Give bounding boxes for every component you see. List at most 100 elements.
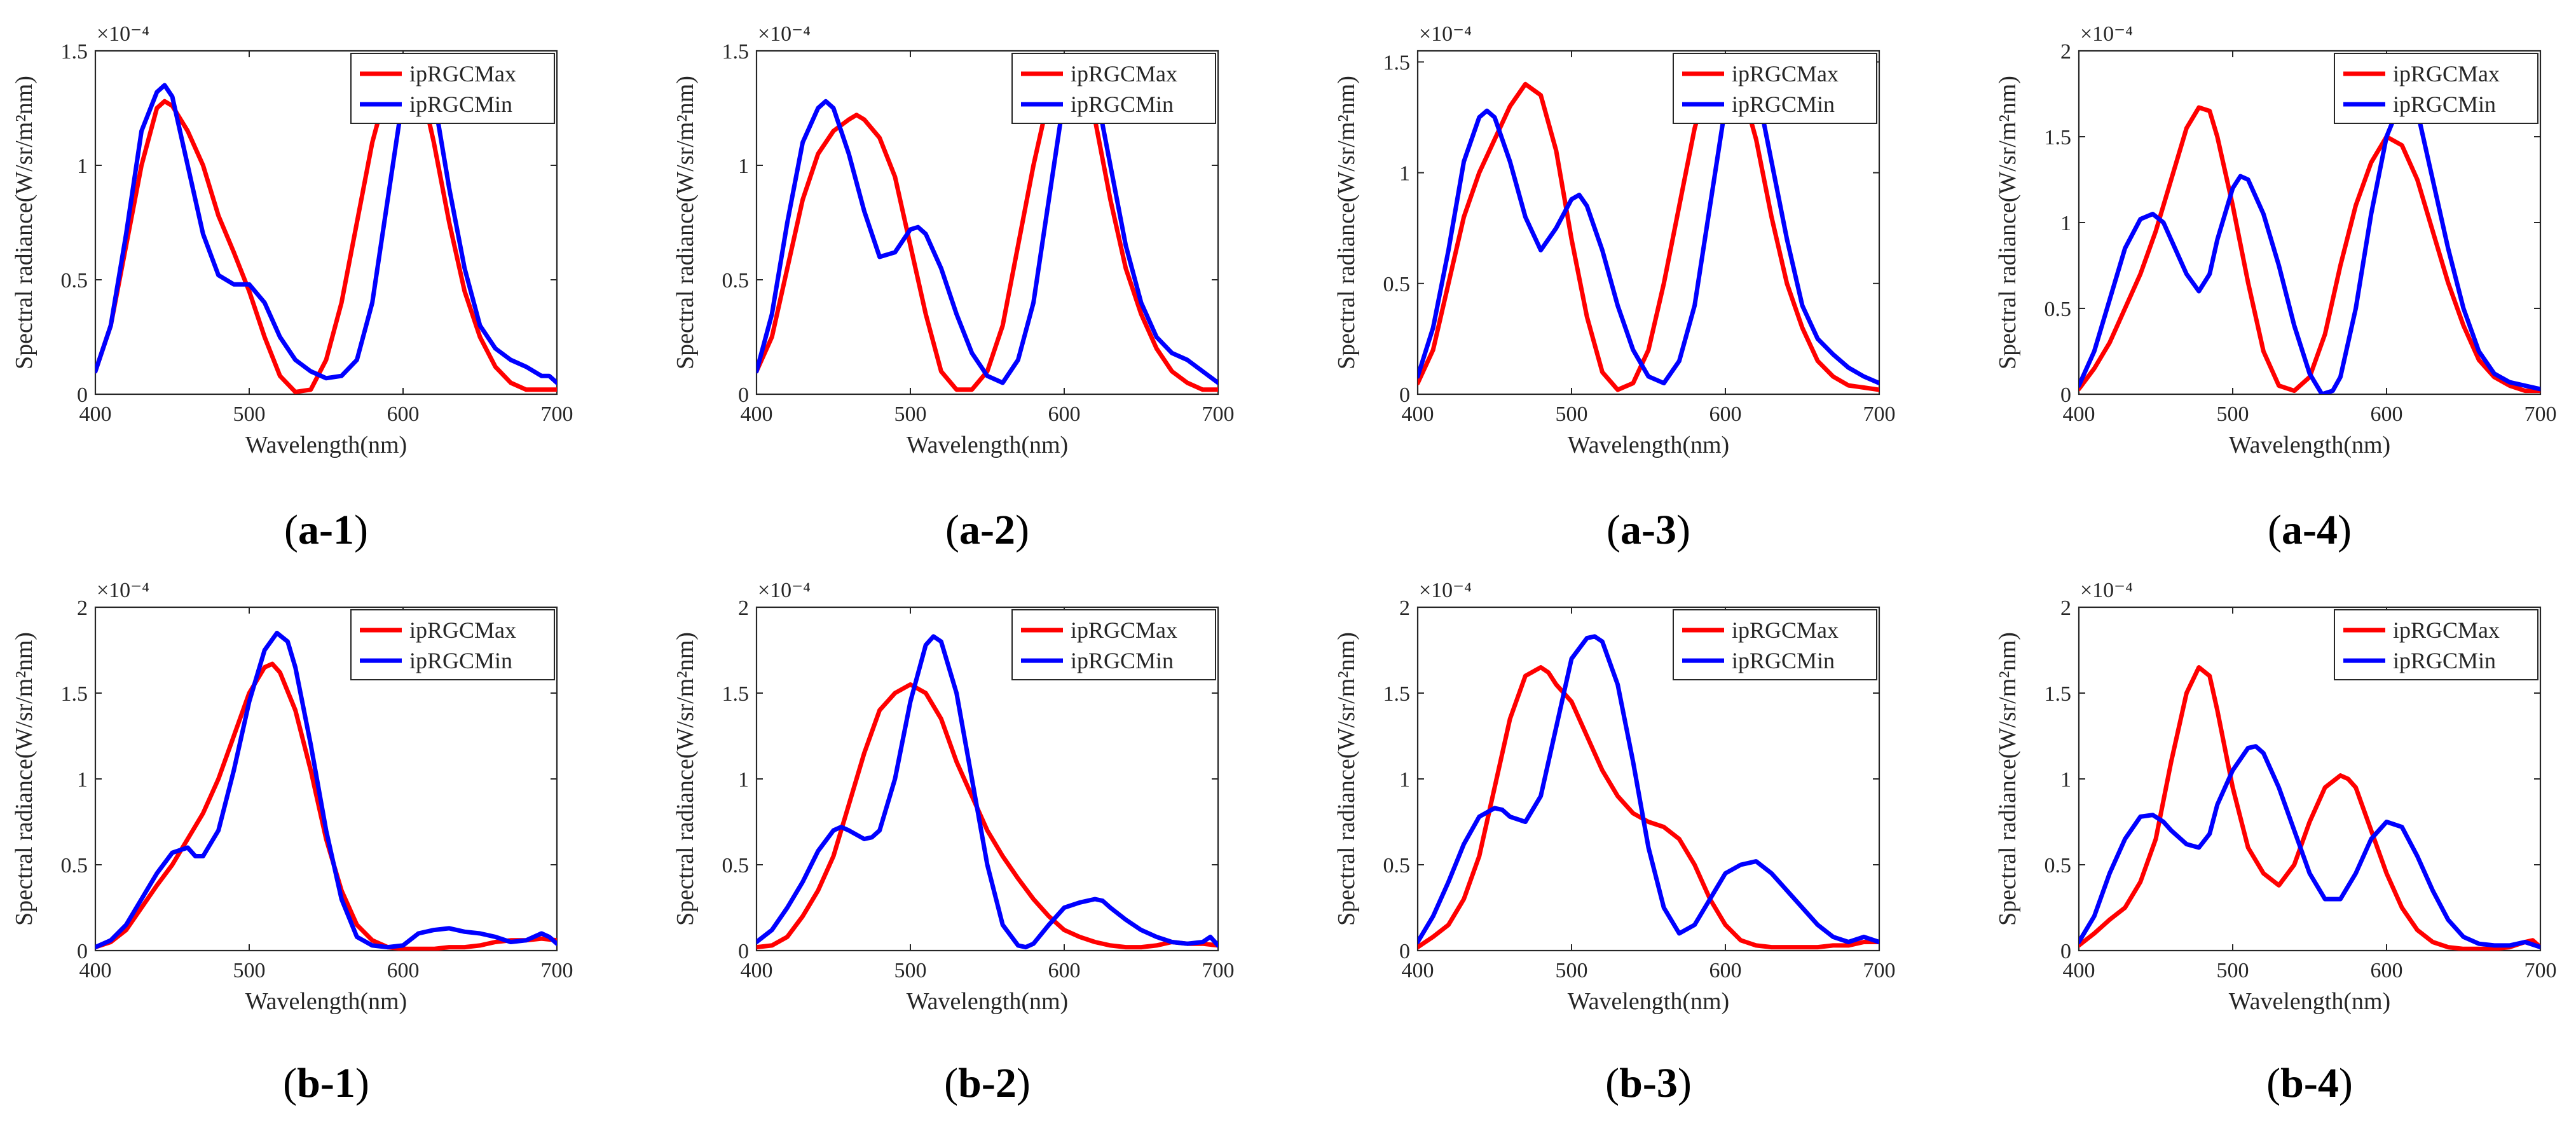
x-tick-label: 700 — [1863, 402, 1896, 426]
x-tick-label: 700 — [1202, 959, 1235, 982]
y-tick-label: 0 — [2060, 383, 2071, 407]
panel-label-close: ) — [2338, 507, 2352, 553]
x-tick-label: 700 — [1202, 402, 1235, 426]
panel-label-close: ) — [1017, 1060, 1031, 1106]
legend: ipRGCMax ipRGCMin — [350, 53, 555, 124]
panel-label: (a-3) — [1607, 507, 1690, 553]
x-tick-label: 600 — [1709, 959, 1742, 982]
series-line-ipRGCMax — [95, 661, 557, 951]
legend-label: ipRGCMin — [1071, 92, 1174, 117]
x-tick-label: 500 — [1556, 959, 1588, 982]
series-line-ipRGCMax — [757, 682, 1218, 950]
y-tick-label: 0.5 — [1383, 854, 1411, 877]
x-tick-label: 400 — [79, 959, 112, 982]
series-group — [2079, 665, 2540, 951]
series-group — [757, 53, 1218, 392]
series-line-ipRGCMin — [95, 55, 557, 385]
panel-label-open: ( — [945, 507, 959, 553]
plot-frame — [94, 50, 558, 395]
y-tick-label: 0.5 — [2045, 298, 2072, 321]
panel-label-letter: b-4 — [2280, 1060, 2339, 1106]
legend-box — [1011, 53, 1216, 124]
panel-label-close: ) — [1676, 507, 1690, 553]
panel-label: (b-1) — [283, 1060, 369, 1106]
y-tick-label: 1.5 — [722, 40, 750, 64]
x-tick-label: 500 — [2217, 959, 2249, 982]
y-tick-label: 1.5 — [61, 682, 88, 706]
series-line-ipRGCMin — [757, 53, 1218, 385]
y-tick-label: 0.5 — [61, 854, 88, 877]
legend-box — [1673, 609, 1877, 680]
x-tick-label: 400 — [1402, 959, 1434, 982]
x-tick-label: 600 — [387, 959, 420, 982]
legend: ipRGCMax ipRGCMin — [1673, 53, 1877, 124]
x-tick-label: 500 — [1556, 402, 1588, 426]
series-line-ipRGCMax — [1418, 59, 1879, 392]
series-group — [95, 631, 557, 951]
legend-label: ipRGCMax — [2393, 617, 2500, 643]
y-tick-label: 2 — [77, 596, 88, 620]
y-tick-label: 0 — [2060, 940, 2071, 963]
legend-label: ipRGCMin — [1071, 648, 1174, 673]
legend-label: ipRGCMax — [2393, 61, 2500, 86]
sci-multiplier: ×10⁻⁴ — [97, 22, 149, 46]
series-group — [2079, 97, 2540, 394]
x-tick-label: 700 — [541, 959, 573, 982]
legend: ipRGCMax ipRGCMin — [350, 609, 555, 680]
y-tick-label: 2 — [2060, 596, 2071, 620]
sci-multiplier: ×10⁻⁴ — [2080, 579, 2133, 602]
legend-label: ipRGCMin — [2393, 648, 2496, 673]
chart-panel-a-3: 400 500 600 700 0 0.5 1 1.5 ×10⁻⁴ Wavelength(nm) S… — [1333, 22, 1896, 553]
x-tick-label: 400 — [79, 402, 112, 426]
panel-label: (b-3) — [1605, 1060, 1692, 1106]
x-axis-label: Wavelength(nm) — [907, 432, 1068, 458]
x-axis-label: Wavelength(nm) — [907, 988, 1068, 1015]
legend-label: ipRGCMin — [409, 648, 512, 673]
panel-label-letter: b-1 — [297, 1060, 355, 1106]
y-tick-label: 1.5 — [1383, 682, 1411, 706]
x-axis-label: Wavelength(nm) — [2229, 432, 2390, 458]
panel-label-letter: a-4 — [2282, 507, 2338, 553]
legend-label: ipRGCMax — [1732, 61, 1839, 86]
y-tick-label: 0.5 — [722, 854, 750, 877]
x-tick-label: 400 — [741, 959, 773, 982]
legend: ipRGCMax ipRGCMin — [1673, 609, 1877, 680]
y-axis-label: Spectral radiance(W/sr/m²nm) — [1333, 632, 1360, 926]
series-group — [95, 55, 557, 394]
sci-multiplier: ×10⁻⁴ — [1419, 579, 1472, 602]
sci-multiplier: ×10⁻⁴ — [1419, 22, 1472, 46]
x-axis-label: Wavelength(nm) — [2229, 988, 2390, 1015]
x-tick-label: 400 — [2063, 959, 2095, 982]
x-tick-label: 600 — [1048, 959, 1081, 982]
legend-box — [2334, 53, 2538, 124]
sci-multiplier: ×10⁻⁴ — [2080, 22, 2133, 46]
y-axis-label: Spectral radiance(W/sr/m²nm) — [11, 76, 38, 369]
y-tick-label: 0.5 — [2045, 854, 2072, 877]
x-tick-label: 400 — [741, 402, 773, 426]
legend: ipRGCMax ipRGCMin — [2334, 609, 2538, 680]
y-tick-label: 0 — [1399, 383, 1410, 407]
panel-label-open: ( — [1605, 1060, 1619, 1106]
x-tick-label: 500 — [233, 959, 266, 982]
legend-box — [1011, 609, 1216, 680]
x-tick-label: 700 — [2525, 959, 2557, 982]
panel-label: (b-2) — [944, 1060, 1031, 1106]
legend: ipRGCMax ipRGCMin — [2334, 53, 2538, 124]
y-tick-label: 2 — [2060, 40, 2071, 64]
y-axis-label: Spectral radiance(W/sr/m²nm) — [1994, 76, 2021, 369]
chart-panel-b-4: 400 500 600 700 0 0.5 1 1.5 2 ×10⁻⁴ Wavelength(nm)… — [1994, 579, 2557, 1106]
series-line-ipRGCMax — [95, 60, 557, 394]
x-tick-label: 500 — [2217, 402, 2249, 426]
y-tick-label: 0.5 — [722, 269, 750, 292]
panel-label-open: ( — [284, 507, 298, 553]
legend-label: ipRGCMax — [1732, 617, 1839, 643]
y-tick-label: 2 — [1399, 596, 1410, 620]
panel-label-close: ) — [1015, 507, 1029, 553]
sci-multiplier: ×10⁻⁴ — [758, 579, 811, 602]
x-tick-label: 600 — [1709, 402, 1742, 426]
panel-label: (a-2) — [945, 507, 1029, 553]
chart-panel-a-4: 400 500 600 700 0 0.5 1 1.5 2 ×10⁻⁴ Wavelength(nm)… — [1994, 22, 2557, 553]
legend-label: ipRGCMin — [1732, 92, 1835, 117]
x-tick-label: 700 — [2525, 402, 2557, 426]
